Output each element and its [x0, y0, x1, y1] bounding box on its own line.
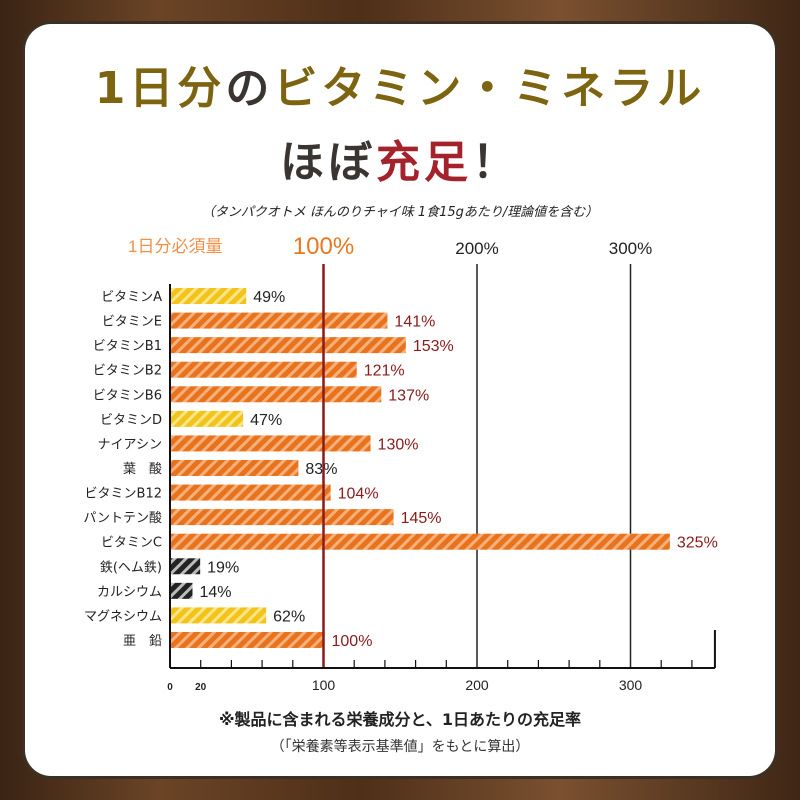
- percent-header-label: 100%: [293, 233, 354, 260]
- bar: [171, 459, 299, 476]
- category-label: ナイアシン: [98, 437, 162, 452]
- percent-header-label: 300%: [609, 239, 652, 258]
- title-line-1: 1日分のビタミン・ミネラル: [0, 52, 800, 116]
- bar: [171, 631, 325, 648]
- title-part: 1日分: [94, 63, 226, 114]
- value-label: 104%: [338, 486, 379, 503]
- value-label: 83%: [305, 461, 337, 478]
- bar: [171, 361, 357, 378]
- footnote: ※製品に含まれる栄養成分と、1日あたりの充足率: [218, 710, 582, 729]
- value-label: 141%: [394, 314, 435, 331]
- bar: [171, 337, 406, 354]
- category-label: パントテン酸: [83, 511, 162, 526]
- value-label: 49%: [253, 289, 285, 306]
- value-label: 47%: [250, 412, 282, 429]
- title-part: 充足: [376, 137, 472, 188]
- value-label: 137%: [388, 387, 429, 404]
- chart-card: [25, 24, 775, 776]
- percent-header-label: 200%: [455, 239, 498, 258]
- category-label: 亜 鉛: [123, 634, 162, 649]
- value-label: 100%: [332, 633, 373, 650]
- category-label: ビタミンB1: [93, 339, 162, 354]
- category-label: ビタミンB6: [93, 388, 162, 403]
- bar: [171, 410, 244, 427]
- title-part: の: [225, 63, 274, 114]
- x-tick-label: 20: [195, 682, 207, 693]
- bar: [171, 533, 670, 550]
- category-label: カルシウム: [97, 585, 162, 600]
- bar: [171, 582, 193, 599]
- value-label: 14%: [199, 584, 231, 601]
- category-label: ビタミンC: [101, 536, 162, 551]
- value-label: 145%: [401, 510, 442, 527]
- category-label: ビタミンE: [102, 315, 162, 330]
- subtitle: （タンパクオトメ ほんのりチャイ味 1食15gあたり/理論値を含む）: [201, 205, 599, 220]
- category-label: ビタミンA: [101, 290, 162, 305]
- category-label: ビタミンB2: [93, 364, 162, 379]
- bar: [171, 484, 331, 501]
- category-label: ビタミンD: [100, 413, 162, 428]
- category-label: マグネシウム: [84, 609, 162, 624]
- category-label: 葉 酸: [123, 462, 162, 477]
- x-tick-label: 100: [312, 677, 336, 693]
- bar: [171, 607, 267, 624]
- value-label: 153%: [413, 338, 454, 355]
- title-part: ビタミン・ミネラル: [273, 63, 706, 114]
- category-label: 鉄(ヘム鉄): [100, 560, 162, 575]
- x-tick-label: 0: [167, 682, 173, 693]
- bar: [171, 435, 371, 452]
- bar: [171, 386, 382, 403]
- value-label: 19%: [207, 559, 239, 576]
- value-label: 121%: [364, 363, 405, 380]
- bar: [171, 288, 247, 304]
- header-label: 1日分必須量: [128, 237, 222, 256]
- footnote-sub: （「栄養素等表示基準値」をもとに算出）: [270, 739, 530, 755]
- x-tick-label: 200: [465, 677, 489, 693]
- x-tick-label: 300: [619, 677, 643, 693]
- title-line-2: ほぼ充足！: [0, 126, 800, 190]
- bar: [171, 509, 394, 526]
- value-label: 62%: [273, 608, 305, 625]
- value-label: 130%: [378, 436, 419, 453]
- title-part: ほぼ: [280, 137, 376, 188]
- title-part: ！: [472, 137, 520, 188]
- bar: [171, 558, 201, 575]
- value-label: 325%: [677, 535, 718, 552]
- bar: [171, 312, 388, 329]
- category-label: ビタミンB12: [85, 487, 162, 502]
